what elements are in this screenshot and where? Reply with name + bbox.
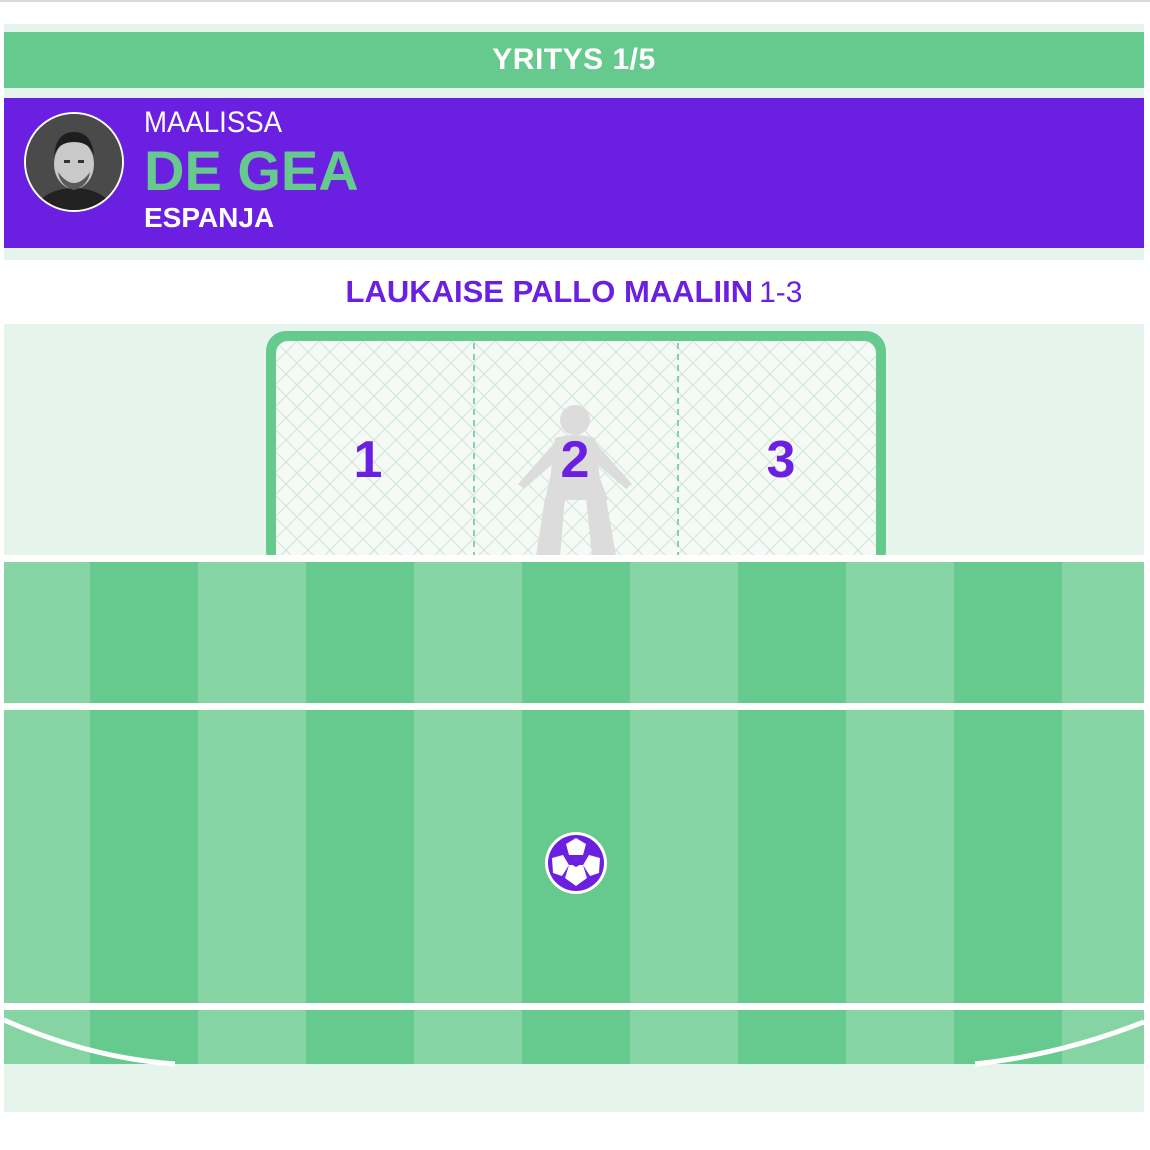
attempt-counter: YRITYS 1/5 [4,32,1144,88]
goalkeeper-caption: MAALISSA [144,106,283,139]
six-yard-line [4,703,1144,710]
soccer-ball-icon[interactable] [543,830,609,896]
goal-zone-2[interactable]: 2 [560,431,590,489]
top-divider [0,0,1150,2]
goalkeeper-avatar [24,112,124,212]
goalkeeper-panel: MAALISSA DE GEA ESPANJA [4,98,1144,248]
instruction-text: LAUKAISE PALLO MAALIIN [345,274,754,309]
instruction-range: 1-3 [759,276,803,309]
pitch [2,324,1145,1067]
goal-zone-3[interactable]: 3 [766,431,796,489]
pitch-stripes [4,562,1144,1064]
goalkeeper-country: ESPANJA [144,202,275,233]
goalkeeper-name: DE GEA [144,139,359,202]
penalty-area-line [4,1003,1144,1010]
goal-zone-1[interactable]: 1 [353,431,383,489]
shot-instruction: LAUKAISE PALLO MAALIIN 1-3 [4,260,1144,324]
goalkeeper-silhouette-icon [518,405,632,556]
